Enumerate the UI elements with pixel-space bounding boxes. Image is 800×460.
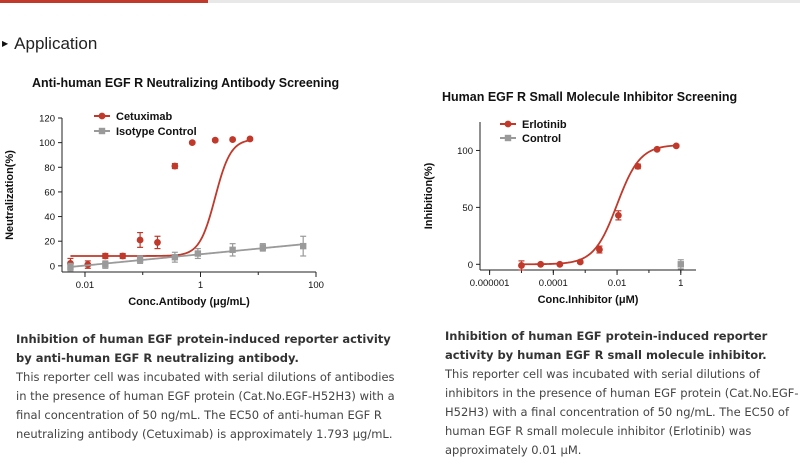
y-axis-label: Neutralization(%) <box>4 150 16 240</box>
data-point <box>171 162 179 170</box>
x-tick-label: 100 <box>308 280 324 291</box>
data-point <box>171 254 179 261</box>
y-tick-label: 0 <box>468 260 473 271</box>
data-point <box>653 145 661 153</box>
data-point <box>299 242 307 250</box>
y-tick-label: 80 <box>44 163 55 174</box>
x-tick-label: 0.01 <box>608 278 627 289</box>
data-point <box>596 246 603 253</box>
legend-label: Isotype Control <box>116 126 197 138</box>
data-point <box>101 252 109 260</box>
chart-1-title: Anti-human EGF R Neutralizing Antibody S… <box>32 76 340 90</box>
data-point <box>229 246 236 254</box>
data-point <box>136 236 144 244</box>
data-point <box>672 142 680 150</box>
data-point <box>67 263 74 271</box>
chart-2-caption-title: Inhibition of human EGF protein-induced … <box>445 329 768 362</box>
x-tick-label: 0.000001 <box>470 278 510 289</box>
legend-marker <box>504 120 512 128</box>
data-point <box>119 252 127 260</box>
chart-1-svg: 0 20 40 60 80 100 120 0.01 1 100 Conc.Antibody (μg… <box>4 111 324 308</box>
data-point <box>576 258 584 266</box>
legend-marker <box>98 127 106 135</box>
top-divider <box>0 0 800 3</box>
legend-label: Cetuximab <box>116 111 173 123</box>
data-point <box>246 135 254 143</box>
legend-marker <box>504 134 512 142</box>
data-point <box>677 261 684 268</box>
data-point <box>537 260 545 268</box>
y-tick-label: 50 <box>462 203 473 214</box>
series-control <box>677 259 684 270</box>
data-point <box>634 163 642 170</box>
legend-label: Erlotinib <box>522 119 567 131</box>
y-tick-label: 60 <box>44 187 55 198</box>
y-tick-label: 100 <box>457 146 473 157</box>
data-point <box>102 261 109 268</box>
y-axis-label: Inhibition(%) <box>423 162 435 229</box>
x-tick-label: 1 <box>198 280 203 291</box>
x-tick-label: 0.0001 <box>539 278 568 289</box>
data-point <box>614 211 622 219</box>
y-tick-label: 0 <box>50 261 55 272</box>
y-tick-label: 40 <box>44 212 55 223</box>
x-tick-label: 1 <box>678 278 683 289</box>
data-point <box>259 244 267 251</box>
legend-label: Control <box>522 133 561 145</box>
data-point <box>194 250 202 257</box>
fit-curve <box>70 139 251 257</box>
fit-curve <box>521 144 677 266</box>
y-tick-label: 120 <box>39 114 55 125</box>
y-tick-label: 100 <box>39 138 55 149</box>
section-header: ▶ Application <box>2 34 97 54</box>
top-accent-bar <box>0 0 208 3</box>
legend-marker <box>98 112 106 120</box>
data-point <box>229 136 237 143</box>
chart-2-svg: 0 50 100 0.000001 0.0001 0.01 1 Conc.Inhibitor … <box>423 119 696 306</box>
chart-2-caption-body: This reporter cell was incubated with se… <box>445 367 799 457</box>
data-point <box>518 262 525 269</box>
triangle-bullet-icon: ▶ <box>2 39 9 48</box>
series-isotype-control <box>67 235 307 272</box>
data-point <box>136 256 144 263</box>
chart-1-caption-body: This reporter cell was incubated with se… <box>16 370 395 441</box>
series-erlotinib <box>518 142 680 271</box>
x-axis-label: Conc.Antibody (μg/mL) <box>128 296 250 308</box>
data-point <box>211 136 219 144</box>
chart-1-caption: Inhibition of human EGF protein-induced … <box>16 330 406 444</box>
series-cetuximab <box>67 135 254 269</box>
data-point <box>188 139 196 147</box>
y-tick-label: 20 <box>44 237 55 248</box>
data-point <box>154 239 161 246</box>
chart-2-title: Human EGF R Small Molecule Inhibitor Scr… <box>442 90 738 104</box>
chart-1-caption-title: Inhibition of human EGF protein-induced … <box>16 332 391 365</box>
section-title: Application <box>14 34 98 53</box>
data-point <box>556 260 564 268</box>
chart-2-caption: Inhibition of human EGF protein-induced … <box>445 327 800 460</box>
x-tick-label: 0.01 <box>76 280 95 291</box>
x-axis-label: Conc.Inhibitor (μM) <box>538 294 639 306</box>
